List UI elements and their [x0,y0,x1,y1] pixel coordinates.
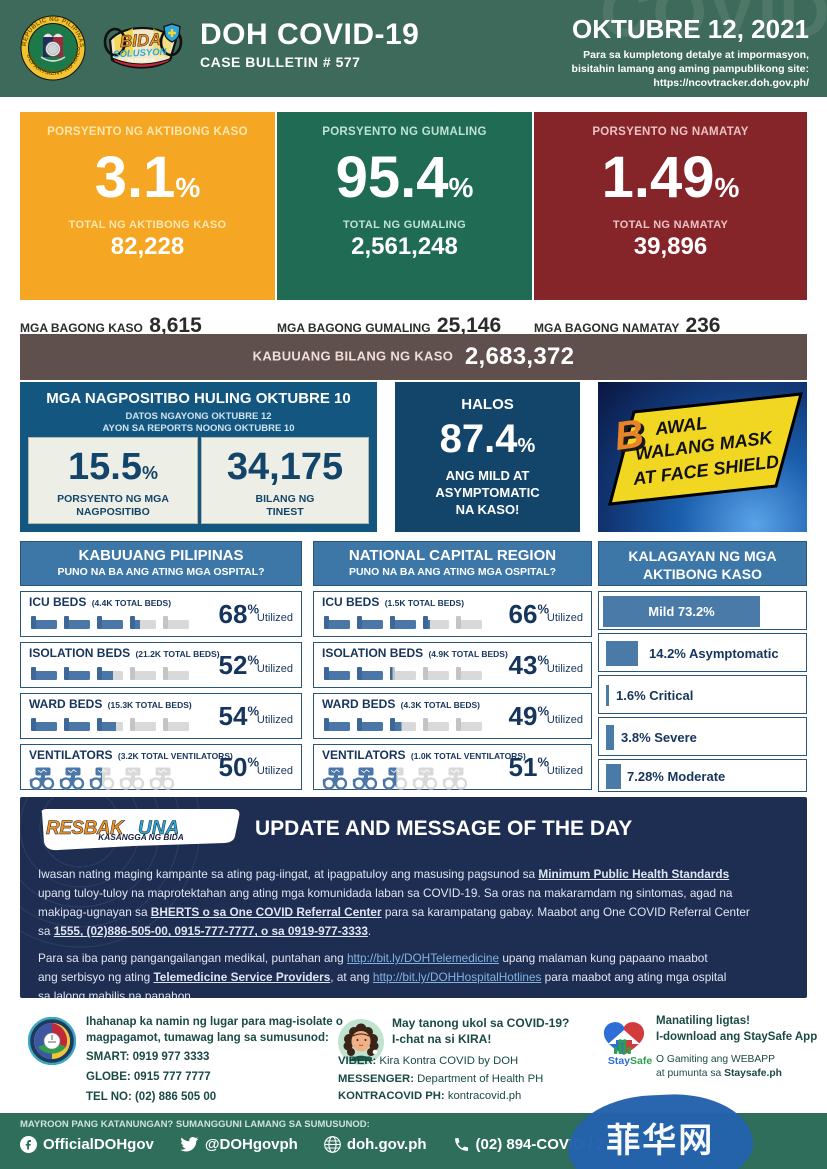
svg-text:KASANGGA NG BIDA: KASANGGA NG BIDA [98,832,183,842]
svg-text:SA COVID-19: SA COVID-19 [128,58,155,63]
